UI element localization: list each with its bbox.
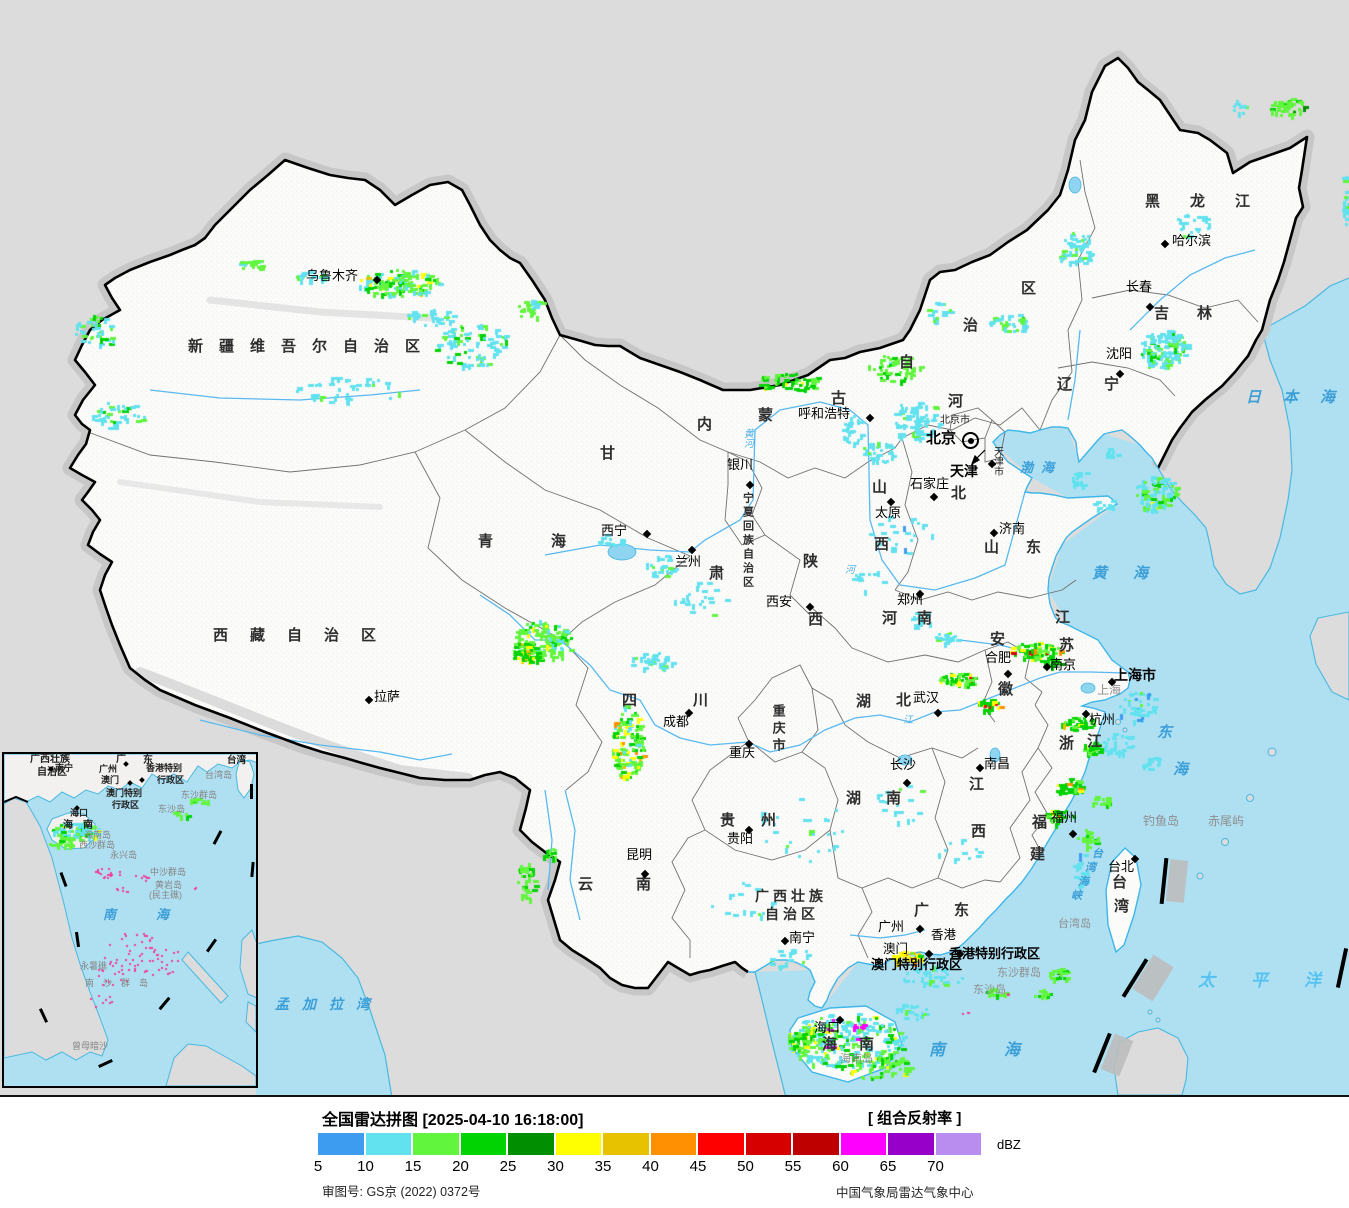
agency-label: 中国气象局雷达气象中心: [836, 1186, 974, 1200]
legend-bar: 全国雷达拼图 [2025-04-10 16:18:00] [ 组合反射率 ] 5…: [0, 1095, 1349, 1208]
dbz-color-cell: [603, 1133, 649, 1155]
south-china-sea-inset: [2, 752, 258, 1088]
china-radar-map: 黑龙江 吉林辽宁内蒙古自治区新疆维吾尔自治区甘肃宁夏回族自治区 青海陕西山西河北山东…: [0, 0, 1349, 1095]
dbz-color-cell: [460, 1133, 506, 1155]
dbz-color-cell: [793, 1133, 839, 1155]
inset-borneo: [165, 1043, 256, 1086]
inset-china-coast: [4, 754, 256, 805]
dbz-color-cell: [508, 1133, 554, 1155]
dbz-tick-label: 50: [737, 1158, 754, 1175]
inset-philippines: [181, 929, 256, 1033]
dbz-tick-label: 45: [689, 1158, 707, 1175]
dbz-color-cell: [935, 1133, 981, 1155]
inset-taiwan: [235, 758, 255, 799]
dbz-color-cell: [888, 1133, 934, 1155]
inset-hainan: [46, 812, 96, 850]
dbz-color-cell: [840, 1133, 886, 1155]
dbz-tick-label: 40: [642, 1158, 659, 1175]
product-label: [ 组合反射率 ]: [868, 1110, 962, 1127]
dbz-tick-label: 35: [594, 1158, 612, 1175]
dbz-tick-label: 60: [832, 1158, 849, 1175]
dbz-color-cell: [555, 1133, 601, 1155]
dbz-color-cell: [650, 1133, 696, 1155]
dbz-tick-label: 30: [547, 1158, 564, 1175]
dbz-color-cell: [745, 1133, 791, 1155]
dbz-color-cell: [698, 1133, 744, 1155]
dbz-tick-label: 10: [357, 1158, 374, 1175]
map-approval-number: 审图号: GS京 (2022) 0372号: [322, 1185, 481, 1199]
dbz-tick-label: 65: [879, 1158, 897, 1175]
dbz-tick-label: 70: [927, 1158, 944, 1175]
dbz-tick-label: 25: [499, 1158, 517, 1175]
dbz-color-cell: [318, 1133, 364, 1155]
inset-svg: [4, 754, 256, 1086]
dbz-tick-label: 15: [404, 1158, 422, 1175]
mosaic-title: 全国雷达拼图 [2025-04-10 16:18:00]: [322, 1112, 584, 1129]
dbz-tick-label: 55: [784, 1158, 802, 1175]
dbz-color-cell: [365, 1133, 411, 1155]
dbz-unit-label: dBZ: [997, 1137, 1021, 1152]
dbz-tick-label: 5: [313, 1158, 323, 1175]
dbz-color-cell: [413, 1133, 459, 1155]
dbz-tick-label: 20: [452, 1158, 469, 1175]
